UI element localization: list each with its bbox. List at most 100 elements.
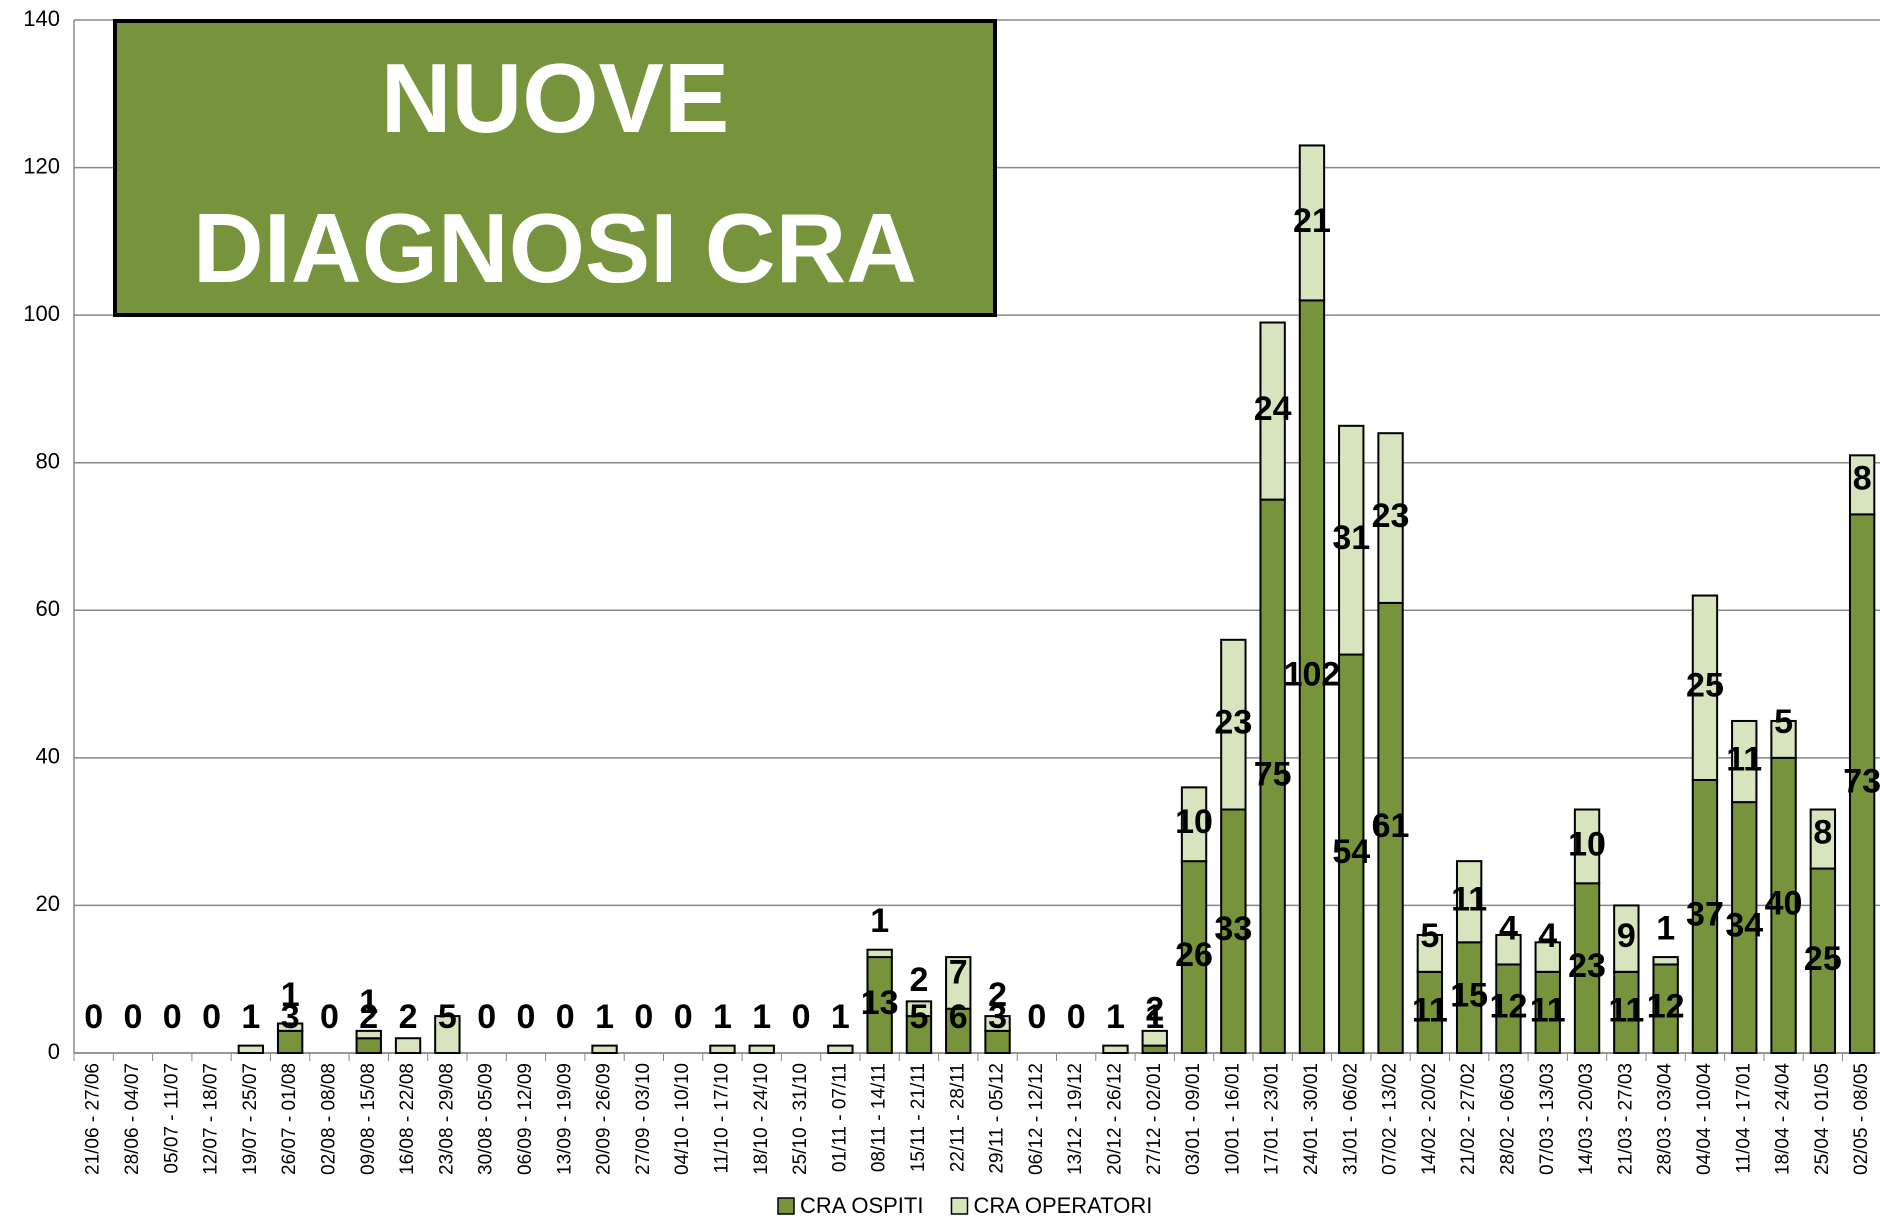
data-label: 37 bbox=[1686, 895, 1724, 933]
x-tick-label: 27/12 - 02/01 bbox=[1144, 1063, 1165, 1175]
data-label: 0 bbox=[123, 998, 142, 1036]
bar bbox=[1495, 933, 1522, 966]
data-label: 0 bbox=[634, 998, 653, 1036]
data-label: 1 bbox=[1656, 909, 1675, 947]
x-tick-label: 10/01 - 16/01 bbox=[1222, 1063, 1243, 1175]
x-tick-label: 23/08 - 29/08 bbox=[436, 1063, 457, 1175]
data-label: 1 bbox=[241, 998, 260, 1036]
data-label: 12 bbox=[1647, 988, 1685, 1026]
x-tick-label: 02/05 - 08/05 bbox=[1851, 1063, 1872, 1175]
data-label: 11 bbox=[1608, 991, 1644, 1029]
y-tick-label: 20 bbox=[36, 891, 60, 916]
x-tick-label: 08/11 - 14/11 bbox=[869, 1063, 890, 1172]
data-label: 11 bbox=[1530, 991, 1566, 1029]
bar bbox=[1455, 941, 1483, 1054]
bar bbox=[984, 1015, 1011, 1032]
data-label: 61 bbox=[1372, 807, 1410, 845]
x-tick-label: 11/10 - 17/10 bbox=[711, 1063, 732, 1174]
bar bbox=[1691, 778, 1719, 1054]
data-label: 4 bbox=[1499, 909, 1518, 947]
data-label: 8 bbox=[1813, 814, 1832, 852]
x-tick-label: 19/07 - 25/07 bbox=[240, 1063, 261, 1175]
data-label: 0 bbox=[163, 998, 182, 1036]
bar bbox=[1180, 786, 1208, 863]
bar bbox=[709, 1044, 736, 1055]
bar bbox=[1141, 1044, 1168, 1055]
data-label: 0 bbox=[84, 998, 103, 1036]
data-label: 54 bbox=[1332, 833, 1370, 871]
bar bbox=[1534, 970, 1561, 1054]
data-label: 13 bbox=[861, 984, 899, 1022]
data-label: 26 bbox=[1175, 936, 1213, 974]
x-tick-label: 20/09 - 26/09 bbox=[594, 1063, 615, 1175]
bar bbox=[434, 1015, 461, 1054]
bar bbox=[905, 1015, 933, 1054]
x-tick-label: 06/09 - 12/09 bbox=[515, 1063, 536, 1175]
x-tick-label: 25/10 - 31/10 bbox=[790, 1063, 811, 1175]
bar bbox=[1691, 594, 1719, 781]
x-tick-label: 28/06 - 04/07 bbox=[122, 1063, 143, 1175]
x-tick-label: 06/12 - 12/12 bbox=[1026, 1063, 1047, 1175]
x-tick-label: 27/09 - 03/10 bbox=[633, 1063, 654, 1175]
y-tick-label: 140 bbox=[23, 6, 60, 31]
bar bbox=[1770, 756, 1797, 1054]
data-label: 1 bbox=[870, 902, 889, 940]
bar bbox=[1416, 970, 1444, 1054]
x-tick-label: 26/07 - 01/08 bbox=[279, 1063, 300, 1175]
bar bbox=[827, 1044, 854, 1055]
x-tick-label: 03/01 - 09/01 bbox=[1183, 1063, 1204, 1175]
bar bbox=[945, 956, 972, 1010]
data-label: 0 bbox=[792, 998, 811, 1036]
bar bbox=[1455, 860, 1483, 944]
legend-swatch bbox=[777, 1197, 795, 1215]
data-label: 102 bbox=[1284, 656, 1341, 694]
data-label: 8 bbox=[1853, 459, 1872, 497]
x-tick-label: 18/10 - 24/10 bbox=[751, 1063, 772, 1175]
x-tick-label: 14/03 - 20/03 bbox=[1576, 1063, 1597, 1175]
data-label: 0 bbox=[320, 998, 339, 1036]
bar bbox=[1377, 432, 1404, 604]
x-tick-label: 04/04 - 10/04 bbox=[1694, 1063, 1715, 1175]
data-label: 11 bbox=[1451, 881, 1487, 919]
bar bbox=[1338, 653, 1365, 1054]
x-tick-label: 07/03 - 13/03 bbox=[1537, 1063, 1558, 1175]
x-tick-label: 28/02 - 06/03 bbox=[1497, 1063, 1518, 1175]
x-tick-label: 14/02 - 20/02 bbox=[1419, 1063, 1440, 1175]
bar bbox=[1613, 904, 1640, 973]
data-label: 0 bbox=[477, 998, 496, 1036]
data-label: 4 bbox=[1538, 917, 1557, 955]
bar bbox=[945, 1007, 972, 1055]
x-tick-label: 01/11 - 07/11 bbox=[829, 1063, 850, 1172]
data-label: 10 bbox=[1568, 825, 1606, 863]
data-label: 0 bbox=[516, 998, 535, 1036]
x-tick-label: 12/07 - 18/07 bbox=[201, 1063, 222, 1175]
x-tick-label: 24/01 - 30/01 bbox=[1301, 1063, 1322, 1175]
data-label: 9 bbox=[1617, 917, 1636, 955]
x-tick-label: 21/02 - 27/02 bbox=[1458, 1063, 1479, 1175]
x-tick-label: 21/03 - 27/03 bbox=[1615, 1063, 1636, 1175]
bar bbox=[1731, 719, 1758, 804]
data-label: 0 bbox=[556, 998, 575, 1036]
data-label: 11 bbox=[1726, 741, 1762, 779]
y-tick-label: 80 bbox=[36, 449, 60, 474]
data-label: 25 bbox=[1686, 667, 1724, 705]
data-label: 2 bbox=[399, 998, 418, 1036]
x-tick-label: 15/11 - 21/11 bbox=[908, 1063, 929, 1172]
x-tick-label: 16/08 - 22/08 bbox=[397, 1063, 418, 1175]
data-label: 5 bbox=[1420, 917, 1439, 955]
data-label: 1 bbox=[1145, 998, 1164, 1036]
bar bbox=[1731, 801, 1758, 1055]
data-label: 5 bbox=[438, 998, 457, 1036]
data-label: 31 bbox=[1332, 519, 1370, 557]
data-label: 1 bbox=[713, 998, 732, 1036]
x-tick-label: 20/12 - 26/12 bbox=[1104, 1063, 1125, 1175]
bar bbox=[591, 1044, 618, 1055]
data-label: 2 bbox=[909, 961, 928, 999]
bar bbox=[1102, 1044, 1129, 1055]
data-label: 1 bbox=[281, 976, 300, 1014]
y-tick-label: 100 bbox=[23, 301, 60, 326]
bar bbox=[1573, 882, 1601, 1054]
legend-label: CRA OPERATORI bbox=[973, 1193, 1152, 1218]
